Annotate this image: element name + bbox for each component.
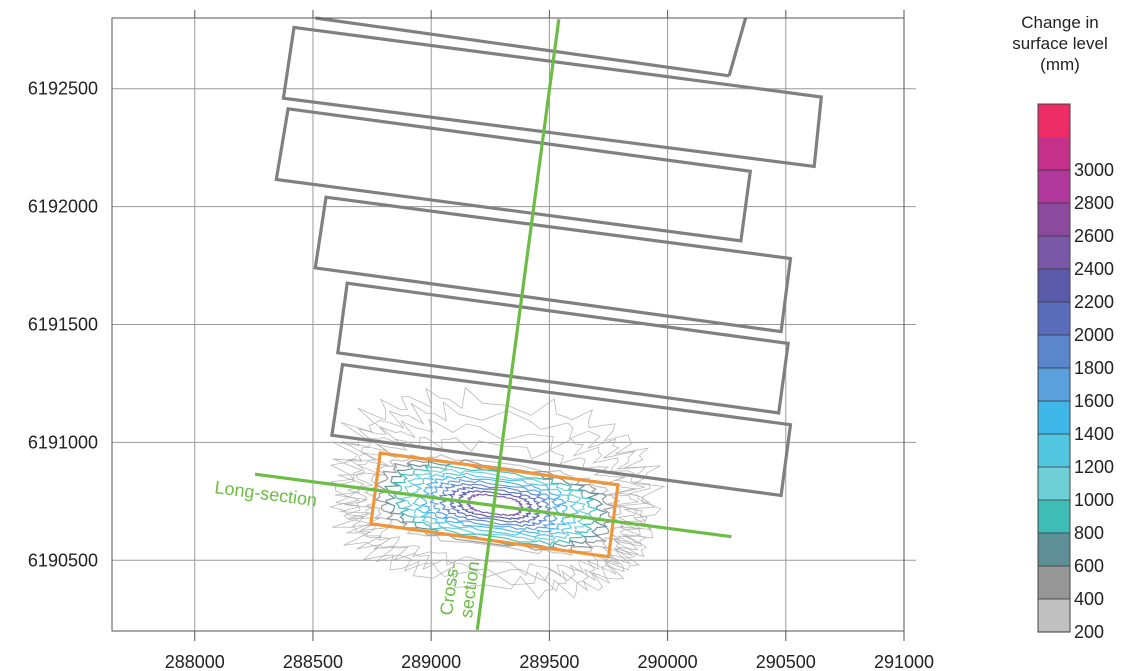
colorbar-title-line-3: (mm)	[1040, 55, 1080, 74]
colorbar-swatch-2000	[1038, 302, 1070, 336]
colorbar-label-9: 2000	[1074, 325, 1114, 345]
longwall-panel-2	[274, 107, 753, 243]
colorbar-label-11: 2400	[1074, 259, 1114, 279]
x-tick-label-5: 290500	[756, 652, 816, 671]
x-tick-label-0: 288000	[165, 652, 225, 671]
contour-noise-1	[334, 418, 649, 582]
colorbar-swatch-2400	[1038, 236, 1070, 270]
colorbar-label-13: 2800	[1074, 193, 1114, 213]
colorbar-label-1: 400	[1074, 589, 1104, 609]
plot-frame	[111, 17, 905, 632]
colorbar-swatch-2200	[1038, 269, 1070, 303]
x-tick-label-1: 288500	[283, 652, 343, 671]
y-tick-label-2: 6191500	[28, 315, 98, 335]
colorbar: 200 400 600 800 1000 1200 1400 1600 1800 2000 2200…	[1037, 103, 1114, 642]
y-tick-label-4: 6192500	[28, 79, 98, 99]
x-tick-label-2: 289000	[401, 652, 461, 671]
grid-lines	[112, 18, 916, 631]
colorbar-swatch-1800	[1038, 335, 1070, 369]
panel-edge-top	[727, 17, 748, 77]
contour-noise-2	[330, 401, 656, 592]
y-tick-label-3: 6192000	[28, 197, 98, 217]
colorbar-swatch-2800	[1038, 170, 1070, 204]
cross-section-line	[475, 18, 561, 631]
colorbar-label-6: 1400	[1074, 424, 1114, 444]
y-tick-label-1: 6191000	[28, 432, 98, 452]
colorbar-swatch-1000	[1038, 467, 1070, 501]
long-section-label: Long-section	[213, 477, 318, 510]
cross-section-label: Cross-section	[436, 557, 483, 619]
x-axis-ticks: 288000 288500 289000 289500 290000 290500 2910…	[165, 10, 934, 671]
colorbar-label-12: 2600	[1074, 226, 1114, 246]
colorbar-label-2: 600	[1074, 556, 1104, 576]
colorbar-swatch-3200	[1038, 104, 1070, 138]
colorbar-swatch-600	[1038, 533, 1070, 567]
y-axis-ticks: 6190500 6191000 6191500 6192000 6192500	[28, 79, 98, 571]
y-tick-label-0: 6190500	[28, 550, 98, 570]
colorbar-swatch-400	[1038, 566, 1070, 600]
longwall-panel-3	[313, 195, 793, 334]
colorbar-swatch-800	[1038, 500, 1070, 534]
colorbar-label-8: 1800	[1074, 358, 1114, 378]
colorbar-swatch-3000	[1038, 137, 1070, 171]
x-tick-label-6: 291000	[874, 652, 934, 671]
longwall-panel-4	[336, 281, 791, 415]
colorbar-swatch-1200	[1038, 434, 1070, 468]
colorbar-label-7: 1600	[1074, 391, 1114, 411]
colorbar-label-5: 1200	[1074, 457, 1114, 477]
mining-block-outline	[369, 451, 620, 559]
colorbar-label-10: 2200	[1074, 292, 1114, 312]
contour-noise-3	[329, 386, 666, 600]
colorbar-swatch-1400	[1038, 401, 1070, 435]
x-tick-label-3: 289500	[519, 652, 579, 671]
x-tick-label-4: 290000	[638, 652, 698, 671]
colorbar-swatch-200	[1038, 599, 1070, 633]
colorbar-swatch-1600	[1038, 368, 1070, 402]
colorbar-title: Change in surface level (mm)	[990, 12, 1129, 75]
plot-border	[111, 17, 905, 632]
longwall-panel-1	[281, 25, 824, 169]
colorbar-label-3: 800	[1074, 523, 1104, 543]
colorbar-swatch-2600	[1038, 203, 1070, 237]
mining-block	[369, 451, 620, 559]
colorbar-label-14: 3000	[1074, 160, 1114, 180]
longwall-panels	[274, 16, 824, 498]
colorbar-label-0: 200	[1074, 622, 1104, 642]
colorbar-title-line-2: surface level	[1012, 34, 1108, 53]
longwall-panel-5	[330, 362, 793, 498]
colorbar-label-4: 1000	[1074, 490, 1114, 510]
panel-edge-0	[315, 16, 730, 78]
colorbar-title-line-1: Change in	[1021, 13, 1099, 32]
